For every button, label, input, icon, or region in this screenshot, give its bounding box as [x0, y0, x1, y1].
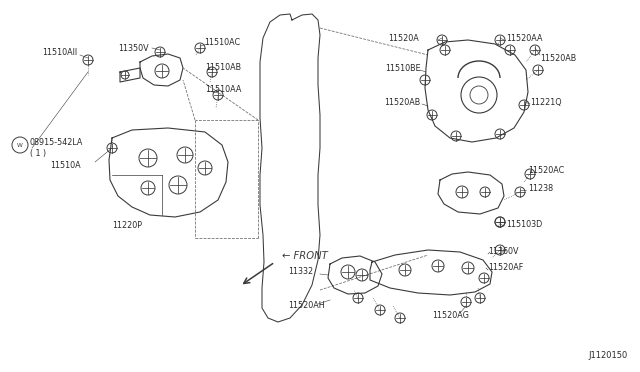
Text: ← FRONT: ← FRONT — [282, 251, 328, 261]
Text: 08915-542LA: 08915-542LA — [30, 138, 83, 147]
Text: 11520AG: 11520AG — [432, 311, 469, 320]
Text: 11520AH: 11520AH — [288, 301, 324, 311]
Text: 11510BE: 11510BE — [385, 64, 420, 73]
Text: 11520AA: 11520AA — [506, 33, 543, 42]
Text: 11510AC: 11510AC — [204, 38, 240, 46]
Text: 11520AB: 11520AB — [384, 97, 420, 106]
Text: 11220P: 11220P — [112, 221, 142, 230]
Text: 115103D: 115103D — [506, 219, 542, 228]
Text: 11238: 11238 — [528, 183, 553, 192]
Text: 11332: 11332 — [288, 267, 313, 276]
Text: 11510AB: 11510AB — [205, 62, 241, 71]
Text: W: W — [17, 142, 23, 148]
Text: 11520AB: 11520AB — [540, 54, 576, 62]
Text: 11221Q: 11221Q — [530, 97, 562, 106]
Text: 11520A: 11520A — [388, 33, 419, 42]
Text: 11510A: 11510A — [50, 160, 81, 170]
Text: 11510AII: 11510AII — [42, 48, 77, 57]
Text: 11520AC: 11520AC — [528, 166, 564, 174]
Text: 11350V: 11350V — [118, 44, 148, 52]
Text: ( 1 ): ( 1 ) — [30, 148, 46, 157]
Text: 11360V: 11360V — [488, 247, 518, 257]
Text: J1120150: J1120150 — [589, 351, 628, 360]
Text: 11510AA: 11510AA — [205, 84, 241, 93]
Text: 11520AF: 11520AF — [488, 263, 524, 273]
